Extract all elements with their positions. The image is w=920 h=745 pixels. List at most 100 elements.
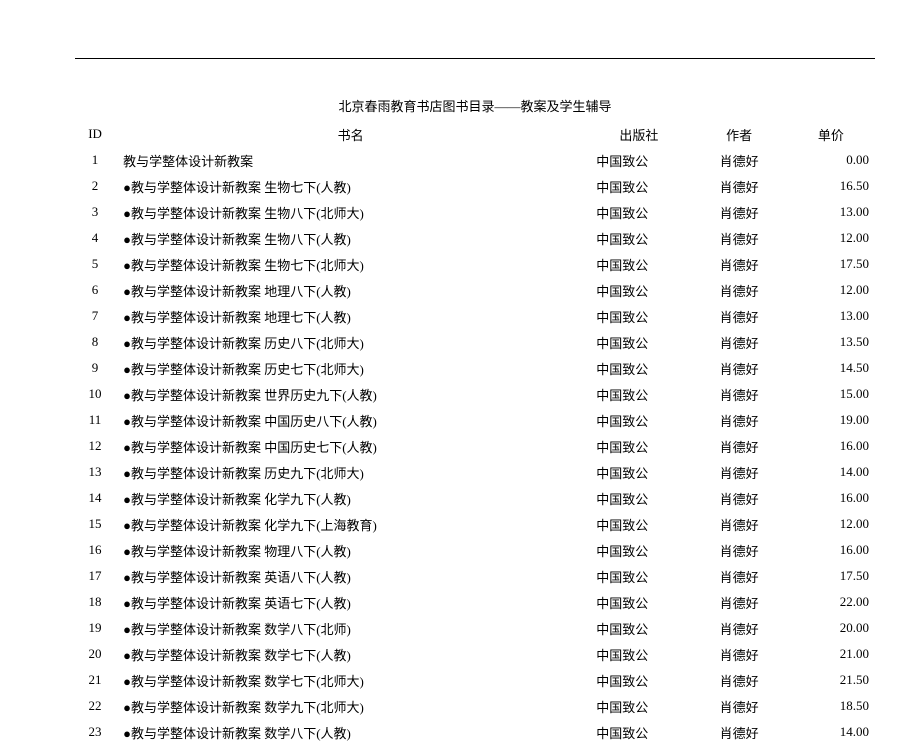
cell-id: 7: [75, 303, 115, 329]
cell-id: 6: [75, 277, 115, 303]
cell-id: 1: [75, 147, 115, 173]
cell-name: ●教与学整体设计新教案 数学九下(北师大): [115, 693, 586, 719]
cell-name: ●教与学整体设计新教案 化学九下(人教): [115, 485, 586, 511]
cell-author: 肖德好: [692, 355, 787, 381]
cell-price: 16.50: [787, 173, 875, 199]
cell-author: 肖德好: [692, 667, 787, 693]
cell-name: ●教与学整体设计新教案 数学八下(人教): [115, 719, 586, 745]
cell-publisher: 中国致公: [586, 537, 691, 563]
table-row: 5●教与学整体设计新教案 生物七下(北师大)中国致公肖德好17.50: [75, 251, 875, 277]
cell-publisher: 中国致公: [586, 433, 691, 459]
cell-id: 3: [75, 199, 115, 225]
cell-author: 肖德好: [692, 589, 787, 615]
cell-id: 2: [75, 173, 115, 199]
cell-id: 10: [75, 381, 115, 407]
table-row: 12●教与学整体设计新教案 中国历史七下(人教)中国致公肖德好16.00: [75, 433, 875, 459]
table-row: 19●教与学整体设计新教案 数学八下(北师)中国致公肖德好20.00: [75, 615, 875, 641]
cell-id: 12: [75, 433, 115, 459]
table-row: 7●教与学整体设计新教案 地理七下(人教)中国致公肖德好13.00: [75, 303, 875, 329]
cell-name: ●教与学整体设计新教案 英语八下(人教): [115, 563, 586, 589]
cell-id: 23: [75, 719, 115, 745]
cell-author: 肖德好: [692, 459, 787, 485]
cell-publisher: 中国致公: [586, 667, 691, 693]
table-row: 1教与学整体设计新教案中国致公肖德好0.00: [75, 147, 875, 173]
cell-publisher: 中国致公: [586, 615, 691, 641]
cell-price: 14.50: [787, 355, 875, 381]
cell-price: 12.00: [787, 225, 875, 251]
cell-price: 13.50: [787, 329, 875, 355]
cell-id: 5: [75, 251, 115, 277]
cell-name: ●教与学整体设计新教案 历史九下(北师大): [115, 459, 586, 485]
cell-price: 20.00: [787, 615, 875, 641]
cell-publisher: 中国致公: [586, 147, 691, 173]
cell-name: ●教与学整体设计新教案 数学八下(北师): [115, 615, 586, 641]
cell-publisher: 中国致公: [586, 563, 691, 589]
cell-id: 4: [75, 225, 115, 251]
cell-publisher: 中国致公: [586, 719, 691, 745]
cell-id: 11: [75, 407, 115, 433]
horizontal-rule: [75, 58, 875, 59]
cell-name: ●教与学整体设计新教案 地理八下(人教): [115, 277, 586, 303]
cell-author: 肖德好: [692, 563, 787, 589]
cell-name: ●教与学整体设计新教案 生物七下(人教): [115, 173, 586, 199]
cell-id: 9: [75, 355, 115, 381]
table-header-row: ID 书名 出版社 作者 单价: [75, 121, 875, 147]
cell-name: ●教与学整体设计新教案 生物八下(人教): [115, 225, 586, 251]
cell-author: 肖德好: [692, 485, 787, 511]
cell-author: 肖德好: [692, 693, 787, 719]
cell-publisher: 中国致公: [586, 407, 691, 433]
table-row: 14●教与学整体设计新教案 化学九下(人教)中国致公肖德好16.00: [75, 485, 875, 511]
cell-publisher: 中国致公: [586, 641, 691, 667]
cell-author: 肖德好: [692, 615, 787, 641]
cell-author: 肖德好: [692, 381, 787, 407]
cell-author: 肖德好: [692, 329, 787, 355]
cell-price: 16.00: [787, 433, 875, 459]
page-title: 北京春雨教育书店图书目录——教案及学生辅导: [75, 96, 875, 115]
cell-author: 肖德好: [692, 719, 787, 745]
cell-publisher: 中国致公: [586, 329, 691, 355]
table-row: 15●教与学整体设计新教案 化学九下(上海教育)中国致公肖德好12.00: [75, 511, 875, 537]
table-row: 20●教与学整体设计新教案 数学七下(人教)中国致公肖德好21.00: [75, 641, 875, 667]
cell-author: 肖德好: [692, 433, 787, 459]
cell-publisher: 中国致公: [586, 225, 691, 251]
cell-price: 22.00: [787, 589, 875, 615]
table-row: 3●教与学整体设计新教案 生物八下(北师大)中国致公肖德好13.00: [75, 199, 875, 225]
book-table: ID 书名 出版社 作者 单价 1教与学整体设计新教案中国致公肖德好0.002●…: [75, 121, 875, 745]
cell-price: 17.50: [787, 563, 875, 589]
cell-name: ●教与学整体设计新教案 生物七下(北师大): [115, 251, 586, 277]
cell-id: 18: [75, 589, 115, 615]
col-author: 作者: [692, 121, 787, 147]
cell-name: ●教与学整体设计新教案 生物八下(北师大): [115, 199, 586, 225]
cell-publisher: 中国致公: [586, 355, 691, 381]
cell-author: 肖德好: [692, 225, 787, 251]
cell-name: ●教与学整体设计新教案 数学七下(北师大): [115, 667, 586, 693]
cell-publisher: 中国致公: [586, 277, 691, 303]
cell-name: ●教与学整体设计新教案 世界历史九下(人教): [115, 381, 586, 407]
cell-author: 肖德好: [692, 407, 787, 433]
cell-price: 16.00: [787, 485, 875, 511]
cell-id: 14: [75, 485, 115, 511]
table-row: 2●教与学整体设计新教案 生物七下(人教)中国致公肖德好16.50: [75, 173, 875, 199]
cell-name: 教与学整体设计新教案: [115, 147, 586, 173]
cell-id: 21: [75, 667, 115, 693]
table-row: 22●教与学整体设计新教案 数学九下(北师大)中国致公肖德好18.50: [75, 693, 875, 719]
cell-price: 21.00: [787, 641, 875, 667]
cell-price: 0.00: [787, 147, 875, 173]
cell-id: 17: [75, 563, 115, 589]
table-row: 23●教与学整体设计新教案 数学八下(人教)中国致公肖德好14.00: [75, 719, 875, 745]
cell-name: ●教与学整体设计新教案 数学七下(人教): [115, 641, 586, 667]
cell-author: 肖德好: [692, 173, 787, 199]
table-row: 10●教与学整体设计新教案 世界历史九下(人教)中国致公肖德好15.00: [75, 381, 875, 407]
cell-price: 12.00: [787, 277, 875, 303]
col-id: ID: [75, 121, 115, 147]
cell-publisher: 中国致公: [586, 511, 691, 537]
cell-name: ●教与学整体设计新教案 地理七下(人教): [115, 303, 586, 329]
table-row: 16●教与学整体设计新教案 物理八下(人教)中国致公肖德好16.00: [75, 537, 875, 563]
cell-publisher: 中国致公: [586, 303, 691, 329]
cell-author: 肖德好: [692, 537, 787, 563]
cell-publisher: 中国致公: [586, 251, 691, 277]
cell-publisher: 中国致公: [586, 381, 691, 407]
cell-author: 肖德好: [692, 511, 787, 537]
cell-price: 19.00: [787, 407, 875, 433]
table-row: 6●教与学整体设计新教案 地理八下(人教)中国致公肖德好12.00: [75, 277, 875, 303]
